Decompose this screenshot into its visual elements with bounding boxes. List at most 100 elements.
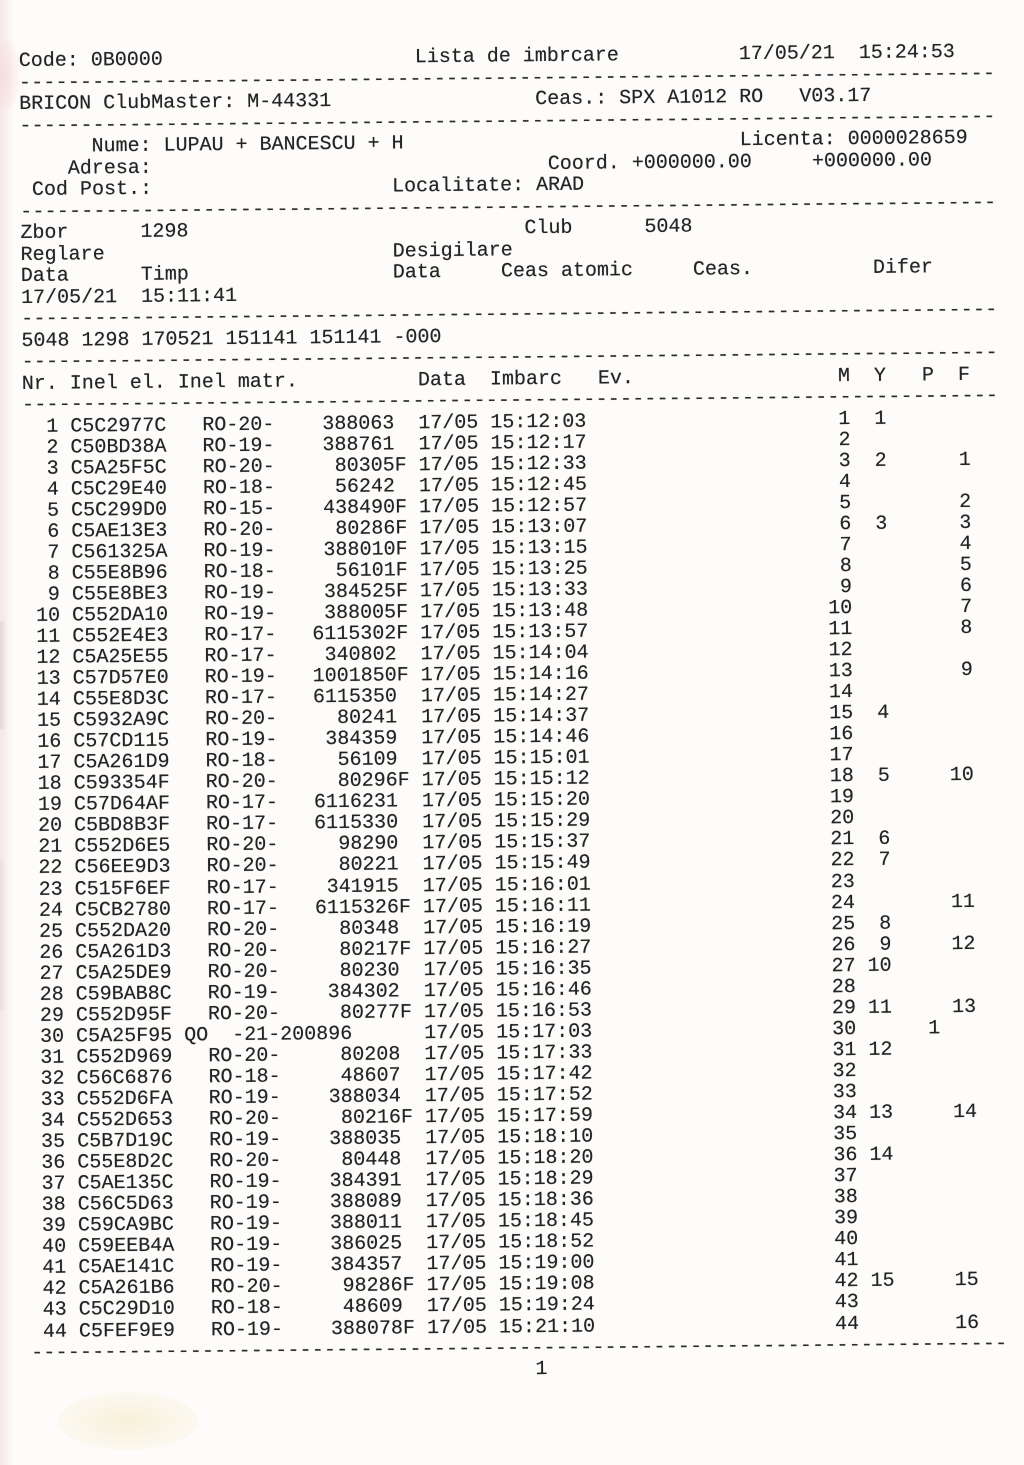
cell-date: 17/05 [421, 768, 482, 793]
zbor-label: Zbor [20, 221, 69, 246]
cell-ring-series: RO-17- [204, 644, 277, 669]
cell-y: 15 [870, 1270, 895, 1294]
cell-ring-series: RO-20- [207, 960, 280, 984]
cell-nr: 8 [47, 562, 60, 586]
cell-date: 17/05 [426, 1274, 487, 1298]
cell-date: 17/05 [423, 937, 484, 961]
cell-y: 10 [867, 954, 892, 978]
cell-date: 17/05 [419, 579, 481, 604]
cell-matr-suffix: F [394, 453, 407, 478]
cell-matr-suffix: F [396, 664, 409, 688]
cell-y: 11 [867, 996, 893, 1020]
cell-nr: 35 [41, 1130, 66, 1154]
cell-ring-series: RO-17- [204, 686, 278, 711]
cell-ring-series: RO-20- [207, 939, 280, 963]
cell-matr-suffix: F [397, 769, 410, 793]
cell-ring-series: RO-17- [204, 623, 277, 648]
cell-matr-suffix: F [402, 1316, 416, 1340]
cell-m: 35 [833, 1123, 858, 1147]
reglare-date: 17/05/21 [20, 285, 118, 310]
cell-date: 17/05 [426, 1231, 487, 1256]
cell-ring-series: RO-18- [205, 749, 278, 774]
cell-date: 17/05 [419, 537, 480, 561]
cell-date: 17/05 [424, 1084, 485, 1109]
cell-m: 43 [834, 1291, 859, 1315]
cell-f: 11 [950, 890, 976, 914]
col-header-inel-el: Inel el. [69, 371, 166, 396]
club-value: 5048 [644, 215, 693, 240]
cell-date: 17/05 [422, 811, 483, 835]
cell-m: 2 [838, 428, 851, 452]
cell-nr: 13 [36, 667, 61, 691]
print-date: 17/05/21 [738, 42, 835, 67]
desigilare-label: Desigilare [392, 238, 513, 263]
cell-date: 17/05 [419, 558, 480, 583]
cell-date: 17/05 [423, 916, 484, 940]
cell-date: 17/05 [424, 1042, 485, 1067]
cell-ring-series: RO-20- [205, 770, 278, 795]
cell-date: 17/05 [426, 1252, 487, 1277]
cell-m: 44 [834, 1312, 860, 1336]
cell-nr: 22 [38, 857, 63, 881]
cell-date: 17/05 [424, 1105, 486, 1130]
cell-m: 18 [829, 765, 854, 789]
cell-date: 17/05 [422, 832, 483, 856]
cell-m: 13 [828, 660, 853, 684]
cell-f: 16 [954, 1311, 980, 1335]
cell-nr: 7 [47, 541, 60, 565]
cell-m: 19 [829, 786, 855, 810]
cell-nr: 5 [46, 499, 60, 523]
cell-m: 5 [839, 491, 852, 515]
cell-date: 17/05 [423, 979, 484, 1003]
cell-matr-suffix: F [400, 1106, 414, 1130]
cell-y: 9 [879, 933, 892, 957]
col-header-data: Data [417, 368, 467, 392]
cell-y: 14 [869, 1143, 894, 1168]
cell-m: 20 [830, 807, 855, 831]
cell-ring-series: RO-18- [210, 1297, 283, 1321]
cell-m: 37 [833, 1165, 858, 1189]
cell-ring-series: RO-19- [207, 981, 280, 1006]
cell-ring-series: RO-19- [210, 1254, 283, 1279]
data-label: Data [20, 264, 69, 289]
cell-matr-suffix: F [395, 538, 408, 562]
cell-m: 14 [828, 681, 854, 705]
cell-m: 29 [831, 996, 857, 1021]
col-header-nr: Nr. [21, 372, 58, 396]
cell-ring-series: RO-19- [202, 434, 275, 458]
cell-date: 17/05 [418, 411, 479, 435]
cell-ring-series: RO-15- [202, 497, 276, 521]
cell-nr: 40 [42, 1235, 67, 1260]
cell-nr: 14 [36, 688, 62, 712]
cell-nr: 42 [42, 1278, 67, 1302]
scan-corner-artifact [0, 40, 20, 110]
cod-post-field: Cod Post.: [31, 177, 153, 202]
cell-m: 8 [839, 554, 852, 578]
cell-nr: 32 [40, 1067, 65, 1091]
cell-m: 33 [832, 1081, 857, 1105]
cell-nr: 23 [38, 878, 63, 902]
cell-date: 17/05 [420, 621, 481, 646]
cell-date: 17/05 [425, 1147, 486, 1172]
scan-stain-artifact [58, 1392, 198, 1450]
cell-matr-suffix: F [398, 895, 412, 919]
cell-m: 17 [829, 744, 854, 768]
cell-ring-series: RO-19- [205, 728, 278, 753]
cell-f: 1 [958, 448, 971, 472]
cell-nr: 29 [39, 1004, 65, 1028]
cell-m: 32 [832, 1059, 857, 1084]
col-header-f: F [957, 363, 971, 387]
cell-y: 7 [878, 849, 891, 873]
col-header-m: M [837, 364, 851, 388]
cell-date: 17/05 [422, 874, 483, 898]
cell-nr: 19 [37, 793, 63, 818]
cell-ring-series: RO-18- [203, 560, 276, 585]
adresa-field: Adresa: [67, 156, 152, 181]
cell-y: 1 [874, 407, 887, 431]
cell-f: 4 [959, 532, 972, 556]
cell-y: 6 [878, 828, 891, 852]
cell-y: 3 [875, 512, 888, 536]
cell-date: 17/05 [425, 1168, 486, 1193]
cell-date: 17/05 [422, 895, 484, 919]
ceas-label: Ceas. [692, 257, 754, 282]
